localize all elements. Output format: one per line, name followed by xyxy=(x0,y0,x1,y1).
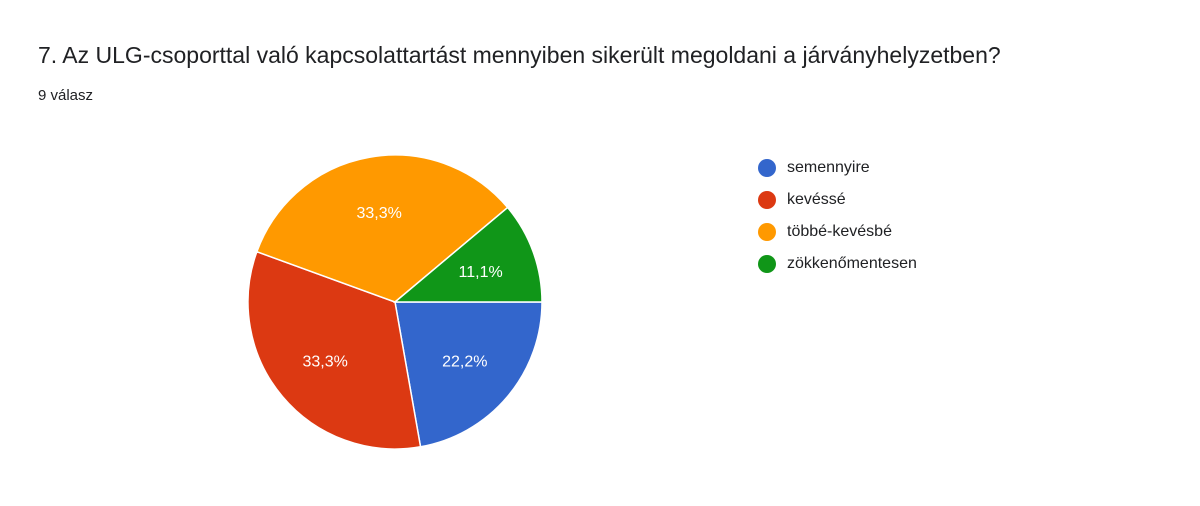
legend-item-1[interactable]: semennyire xyxy=(758,152,917,184)
slice-label-2: 33,3% xyxy=(302,354,347,371)
legend-item-3[interactable]: többé-kevésbé xyxy=(758,216,917,248)
pie-slice-2 xyxy=(247,250,422,450)
pie-slice-1 xyxy=(394,301,543,448)
legend-label: kevéssé xyxy=(787,191,846,208)
legend-label: semennyire xyxy=(787,159,870,176)
legend-swatch-icon xyxy=(758,159,776,177)
legend-swatch-icon xyxy=(758,191,776,209)
legend-item-2[interactable]: kevéssé xyxy=(758,184,917,216)
legend-label: többé-kevésbé xyxy=(787,223,892,240)
slice-label-1: 22,2% xyxy=(442,354,487,371)
legend-item-4[interactable]: zökkenőmentesen xyxy=(758,248,917,280)
chart-title: 7. Az ULG-csoporttal való kapcsolattartá… xyxy=(38,42,1001,68)
chart-legend: semennyire kevéssé többé-kevésbé zökkenőmen… xyxy=(758,152,917,280)
legend-label: zökkenőmentesen xyxy=(787,255,917,272)
slice-label-4: 11,1% xyxy=(459,264,503,281)
legend-swatch-icon xyxy=(758,223,776,241)
legend-swatch-icon xyxy=(758,255,776,273)
pie-slice-4 xyxy=(392,206,543,303)
pie-slice-3 xyxy=(255,154,509,303)
slice-label-3: 33,3% xyxy=(356,205,401,222)
response-count: 9 válasz xyxy=(38,87,94,104)
